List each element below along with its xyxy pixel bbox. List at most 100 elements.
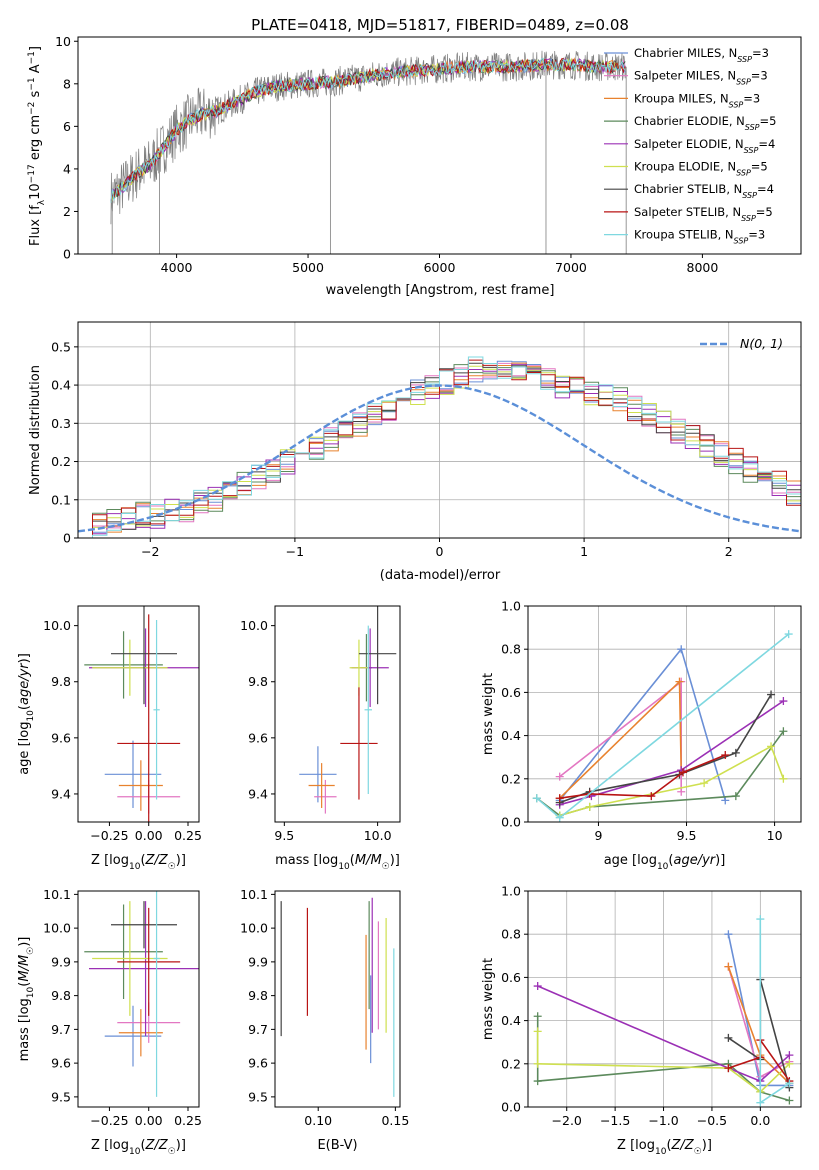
- x-tick-label: 9.5: [274, 828, 294, 843]
- mass_vs_z-panel: −0.25 0.00 0.25 9.5 9.6 9.7 9.8 9.9 10.0 10.1: [43, 887, 202, 1128]
- x-tick-label: 0.00: [135, 1113, 163, 1128]
- y-tick-label: 0.3: [51, 416, 71, 431]
- weight-marker: [533, 1012, 542, 1021]
- y-tick-label: 0: [63, 247, 71, 262]
- x-tick-label: −1: [286, 544, 304, 559]
- y-tick-label: 9.4: [248, 786, 268, 801]
- weight-marker: [585, 802, 594, 811]
- y-tick-label: 0: [63, 531, 71, 546]
- y-tick-label: 4: [63, 161, 71, 176]
- weight-marker: [731, 748, 740, 757]
- weight_vs_age-x-label: age [log10(age/yr)]: [604, 853, 726, 872]
- y-tick-label: 9.4: [51, 786, 71, 801]
- weight-marker: [779, 774, 788, 783]
- y-tick-label: 9.6: [248, 1056, 268, 1071]
- x-tick-label: −1.0: [648, 1113, 678, 1128]
- mass_vs_ebv-frame: [274, 890, 401, 1108]
- weight_vs_age-y-label: mass weight: [481, 673, 496, 755]
- x-tick-label: 1: [580, 544, 588, 559]
- y-tick-label: 9.8: [51, 674, 71, 689]
- weight-marker: [724, 962, 733, 971]
- legend-label: Salpeter STELIB, NSSP=5: [634, 205, 773, 223]
- x-tick-label: 10.0: [364, 828, 392, 843]
- weight-marker: [721, 796, 730, 805]
- x-tick-label: 0.25: [174, 1113, 202, 1128]
- age_vs_mass-frame: [274, 605, 401, 823]
- mass_vs_z-plot-area: [84, 891, 199, 1097]
- age_vs_mass-x-label: mass [log10(M/M☉)]: [275, 853, 400, 872]
- weight-marker: [647, 792, 656, 801]
- normal-reference-curve: [78, 384, 801, 533]
- mass_vs_z-y-label: mass [log10(M/M☉)]: [17, 937, 36, 1062]
- x-tick-label: −2: [141, 544, 159, 559]
- y-tick-label: 1.0: [501, 884, 521, 899]
- weight_vs_z-y-label: mass weight: [481, 958, 496, 1040]
- y-tick-label: 0.2: [501, 771, 521, 786]
- residual-y-label: Normed distribution: [28, 365, 43, 495]
- weight-marker: [533, 1077, 542, 1086]
- legend-label: Kroupa MILES, NSSP=3: [634, 91, 760, 109]
- legend-label: Kroupa STELIB, NSSP=3: [634, 228, 765, 246]
- y-tick-label: 0.6: [501, 970, 521, 985]
- y-tick-label: 0.4: [501, 1013, 521, 1028]
- weight-marker: [785, 1079, 794, 1088]
- weight-marker: [785, 1051, 794, 1060]
- legend-label: Kroupa ELODIE, NSSP=5: [634, 160, 768, 178]
- x-tick-label: 0.15: [381, 1113, 409, 1128]
- weight_vs_z-x-label: Z [log10(Z/Z☉)]: [617, 1138, 712, 1157]
- y-tick-label: 0.5: [51, 339, 71, 354]
- y-tick-label: 9.6: [51, 730, 71, 745]
- weight-marker: [785, 1096, 794, 1105]
- y-tick-label: 0.1: [51, 492, 71, 507]
- weight-marker: [532, 794, 541, 803]
- x-tick-label: 9: [594, 828, 602, 843]
- mass_vs_z-x-label: Z [log10(Z/Z☉)]: [91, 1138, 186, 1157]
- spectrum-x-label: wavelength [Angstrom, rest frame]: [326, 283, 555, 298]
- x-tick-label: 5000: [292, 260, 324, 275]
- age_vs_mass-plot-area: [299, 606, 397, 814]
- weight-marker: [756, 915, 765, 924]
- mass_vs_ebv-plot-area: [280, 897, 395, 1097]
- weight-marker: [675, 677, 684, 686]
- weight-marker: [724, 930, 733, 939]
- y-tick-label: 10.0: [43, 921, 71, 936]
- y-tick-label: 9.5: [51, 1089, 71, 1104]
- weight_vs_age-plot-area: [532, 630, 793, 822]
- x-tick-label: 9.5: [677, 828, 697, 843]
- legend-label: Chabrier STELIB, NSSP=4: [634, 182, 774, 200]
- weight-marker: [767, 690, 776, 699]
- weight-marker: [785, 1059, 794, 1068]
- legend-label: Chabrier MILES, NSSP=3: [634, 46, 769, 64]
- y-tick-label: 1.0: [501, 599, 521, 614]
- y-tick-label: 6: [63, 119, 71, 134]
- age_vs_z-y-label: age [log10(age/yr)]: [17, 653, 36, 775]
- weight-marker: [724, 1033, 733, 1042]
- y-tick-label: 10: [55, 34, 71, 49]
- x-tick-label: 7000: [555, 260, 587, 275]
- y-tick-label: 9.9: [248, 954, 268, 969]
- weight-marker: [533, 982, 542, 991]
- age_vs_z-x-label: Z [log10(Z/Z☉)]: [91, 853, 186, 872]
- spectrum-legend: Chabrier MILES, NSSP=3 Salpeter MILES, NS…: [604, 46, 776, 245]
- mass_vs_ebv-x-label: E(B-V): [317, 1138, 357, 1153]
- residual-x-label: (data-model)/error: [380, 568, 501, 583]
- x-tick-label: −2.0: [552, 1113, 582, 1128]
- weight-marker: [779, 697, 788, 706]
- weight-marker: [756, 1098, 765, 1107]
- model-line-salpeter-elodie: [110, 57, 626, 203]
- y-tick-label: 0.0: [501, 1100, 521, 1115]
- residuals-panel: −2 −1 0 1 2 0 0.1 0.2 0.3 0.4 0.5: [51, 321, 802, 559]
- weight-marker: [533, 1059, 542, 1068]
- x-tick-label: 0: [436, 544, 444, 559]
- weight_vs_z-panel: −2.0 −1.5 −1.0 −0.5 0.0 0.0 0.2 0.4 0.6 0.8 1.0: [501, 884, 802, 1128]
- y-tick-label: 9.7: [51, 1022, 71, 1037]
- x-tick-label: 6000: [424, 260, 456, 275]
- y-tick-label: 9.5: [248, 1089, 268, 1104]
- residuals-plot-area: [78, 356, 801, 538]
- x-tick-label: 0.10: [304, 1113, 332, 1128]
- weight-marker: [678, 768, 687, 777]
- weight_vs_age-frame: [527, 605, 802, 823]
- weight_vs_z-frame: [527, 890, 802, 1108]
- x-tick-label: 0.25: [174, 828, 202, 843]
